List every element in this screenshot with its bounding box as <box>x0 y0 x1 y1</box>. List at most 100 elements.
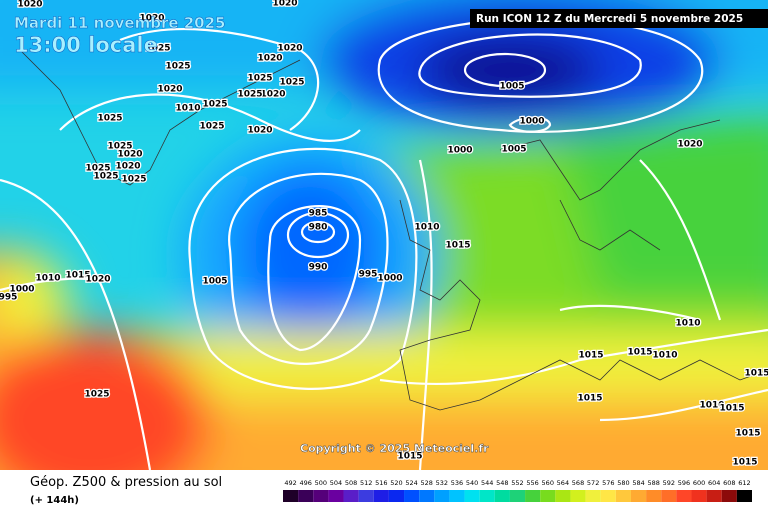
legend-label: 604 <box>708 479 720 487</box>
isobar-label: 1015 <box>735 429 760 439</box>
isobar-label: 1020 <box>115 162 140 172</box>
legend-swatch <box>479 490 495 502</box>
isobar-label: 1025 <box>202 100 227 110</box>
legend-swatch <box>449 490 465 502</box>
legend-swatch <box>434 490 450 502</box>
isobar-label: 1010 <box>175 104 200 114</box>
legend-swatch <box>630 490 647 502</box>
legend-label: 612 <box>738 479 750 487</box>
legend-swatch <box>358 490 374 502</box>
legend-label: 556 <box>526 479 538 487</box>
legend-swatch <box>313 490 329 502</box>
isobar-label: 1015 <box>578 351 603 361</box>
isobar-label: 1015 <box>577 394 602 404</box>
isobar-label: 1020 <box>17 0 42 10</box>
legend-label: 580 <box>617 479 629 487</box>
isobar-label: 1020 <box>677 140 702 150</box>
legend-label: 552 <box>511 479 523 487</box>
legend-swatch <box>691 490 707 502</box>
legend-swatch <box>283 490 299 502</box>
isobar-label: 1000 <box>447 146 472 156</box>
isobar-label: 980 <box>309 223 328 233</box>
legend-swatch <box>525 490 541 502</box>
legend-swatch <box>646 490 662 502</box>
legend-label: 520 <box>390 479 402 487</box>
legend-swatch <box>509 490 526 502</box>
isobar-label: 1000 <box>9 285 34 295</box>
isobar-label: 1015 <box>744 369 768 379</box>
legend-swatch <box>388 490 405 502</box>
isobar-label: 1010 <box>414 223 439 233</box>
legend-swatch <box>721 490 737 502</box>
legend-swatch <box>343 490 359 502</box>
legend-label: 544 <box>481 479 493 487</box>
legend-label: 568 <box>572 479 584 487</box>
legend-swatch <box>585 490 601 502</box>
isobar-label: 985 <box>309 209 328 219</box>
legend-label: 572 <box>587 479 599 487</box>
legend-label: 584 <box>632 479 644 487</box>
isobar-label: 1015 <box>445 241 470 251</box>
isobar-label: 1020 <box>277 44 302 54</box>
isobar-label: 1025 <box>97 114 122 124</box>
legend-label: 496 <box>299 479 311 487</box>
legend-label: 596 <box>678 479 690 487</box>
legend-label: 608 <box>723 479 735 487</box>
legend-swatch <box>615 490 631 502</box>
run-box <box>470 9 768 28</box>
legend-label: 564 <box>557 479 569 487</box>
legend-swatch <box>404 490 420 502</box>
isobar-label: 995 <box>359 270 378 280</box>
map-time: 13:00 locale <box>14 33 158 57</box>
isobar-label: 1025 <box>121 175 146 185</box>
legend-label: 532 <box>436 479 448 487</box>
copyright: Copyright © 2025 Meteociel.fr <box>300 442 489 455</box>
legend-label: 548 <box>496 479 508 487</box>
map-date: Mardi 11 novembre 2025 <box>14 14 226 32</box>
isobar-label: 1015 <box>719 404 744 414</box>
isobar-label: 1005 <box>499 82 524 92</box>
isobar-label: 1025 <box>237 90 262 100</box>
isobar-label: 1025 <box>165 62 190 72</box>
legend-swatch <box>570 490 586 502</box>
legend-swatch <box>328 490 344 502</box>
legend-swatch <box>706 490 722 502</box>
legend-label: 504 <box>330 479 342 487</box>
isobar-label: 1020 <box>157 85 182 95</box>
coastlines <box>19 49 768 411</box>
isobar-label: 1025 <box>107 142 132 152</box>
legend-swatch <box>661 490 677 502</box>
legend-label: 536 <box>451 479 463 487</box>
footer-lead: (+ 144h) <box>30 495 79 506</box>
legend-label: 500 <box>315 479 327 487</box>
legend-swatch <box>676 490 692 502</box>
isobar-label: 1005 <box>202 277 227 287</box>
legend-label: 576 <box>602 479 614 487</box>
legend-label: 540 <box>466 479 478 487</box>
isobar-label: 1020 <box>85 275 110 285</box>
isobar-label: 1010 <box>675 319 700 329</box>
run-info: Run ICON 12 Z du Mercredi 5 novembre 202… <box>476 13 743 25</box>
legend-label: 524 <box>405 479 417 487</box>
legend-label: 508 <box>345 479 357 487</box>
isobar-label: 1000 <box>519 117 544 127</box>
isobar-label: 1020 <box>247 126 272 136</box>
isobar-label: 1025 <box>93 172 118 182</box>
isobar-label: 1025 <box>279 78 304 88</box>
isobar-label: 1005 <box>501 145 526 155</box>
legend-swatch <box>373 490 389 502</box>
legend-swatch <box>464 490 480 502</box>
isobar-label: 1020 <box>257 54 282 64</box>
isobar-label: 1020 <box>260 90 285 100</box>
isobar-label: 990 <box>309 263 328 273</box>
isobar-label: 1000 <box>377 274 402 284</box>
isobar-label: 1020 <box>117 150 142 160</box>
legend-label: 512 <box>360 479 372 487</box>
isobar-label: 1015 <box>627 348 652 358</box>
legend-label: 528 <box>421 479 433 487</box>
legend-label: 492 <box>284 479 296 487</box>
isobar-label: 1010 <box>35 274 60 284</box>
legend-label: 560 <box>542 479 554 487</box>
